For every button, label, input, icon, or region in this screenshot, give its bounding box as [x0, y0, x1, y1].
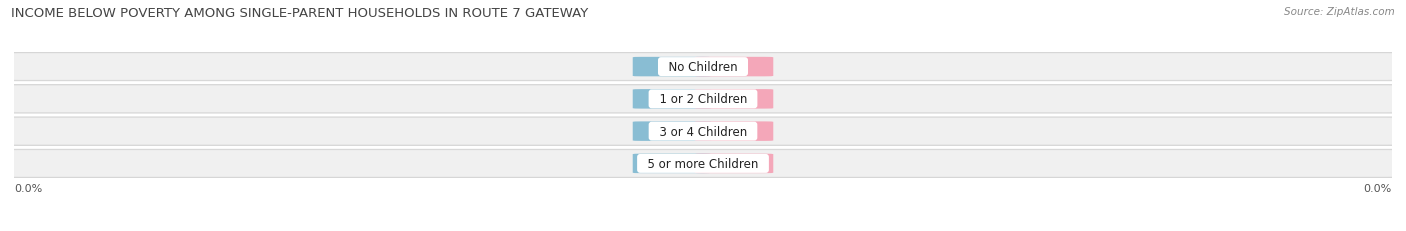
- FancyBboxPatch shape: [695, 90, 773, 109]
- FancyBboxPatch shape: [695, 154, 773, 173]
- FancyBboxPatch shape: [633, 58, 711, 77]
- Text: 0.0%: 0.0%: [720, 62, 748, 72]
- Text: Source: ZipAtlas.com: Source: ZipAtlas.com: [1284, 7, 1395, 17]
- Text: 0.0%: 0.0%: [720, 94, 748, 104]
- Text: INCOME BELOW POVERTY AMONG SINGLE-PARENT HOUSEHOLDS IN ROUTE 7 GATEWAY: INCOME BELOW POVERTY AMONG SINGLE-PARENT…: [11, 7, 589, 20]
- Text: No Children: No Children: [661, 61, 745, 74]
- Text: 0.0%: 0.0%: [14, 183, 42, 193]
- FancyBboxPatch shape: [0, 85, 1406, 114]
- Text: 0.0%: 0.0%: [658, 94, 686, 104]
- FancyBboxPatch shape: [0, 149, 1406, 178]
- FancyBboxPatch shape: [695, 58, 773, 77]
- FancyBboxPatch shape: [0, 53, 1406, 82]
- FancyBboxPatch shape: [633, 90, 711, 109]
- Text: 0.0%: 0.0%: [1364, 183, 1392, 193]
- FancyBboxPatch shape: [13, 54, 1393, 80]
- Text: 5 or more Children: 5 or more Children: [640, 157, 766, 170]
- FancyBboxPatch shape: [13, 151, 1393, 177]
- FancyBboxPatch shape: [13, 86, 1393, 113]
- Text: 0.0%: 0.0%: [720, 159, 748, 169]
- Text: 0.0%: 0.0%: [658, 62, 686, 72]
- FancyBboxPatch shape: [695, 122, 773, 141]
- Text: 0.0%: 0.0%: [658, 127, 686, 137]
- Text: 1 or 2 Children: 1 or 2 Children: [651, 93, 755, 106]
- Text: 0.0%: 0.0%: [658, 159, 686, 169]
- FancyBboxPatch shape: [13, 118, 1393, 145]
- Text: 3 or 4 Children: 3 or 4 Children: [651, 125, 755, 138]
- FancyBboxPatch shape: [633, 154, 711, 173]
- FancyBboxPatch shape: [633, 122, 711, 141]
- Text: 0.0%: 0.0%: [720, 127, 748, 137]
- FancyBboxPatch shape: [0, 117, 1406, 146]
